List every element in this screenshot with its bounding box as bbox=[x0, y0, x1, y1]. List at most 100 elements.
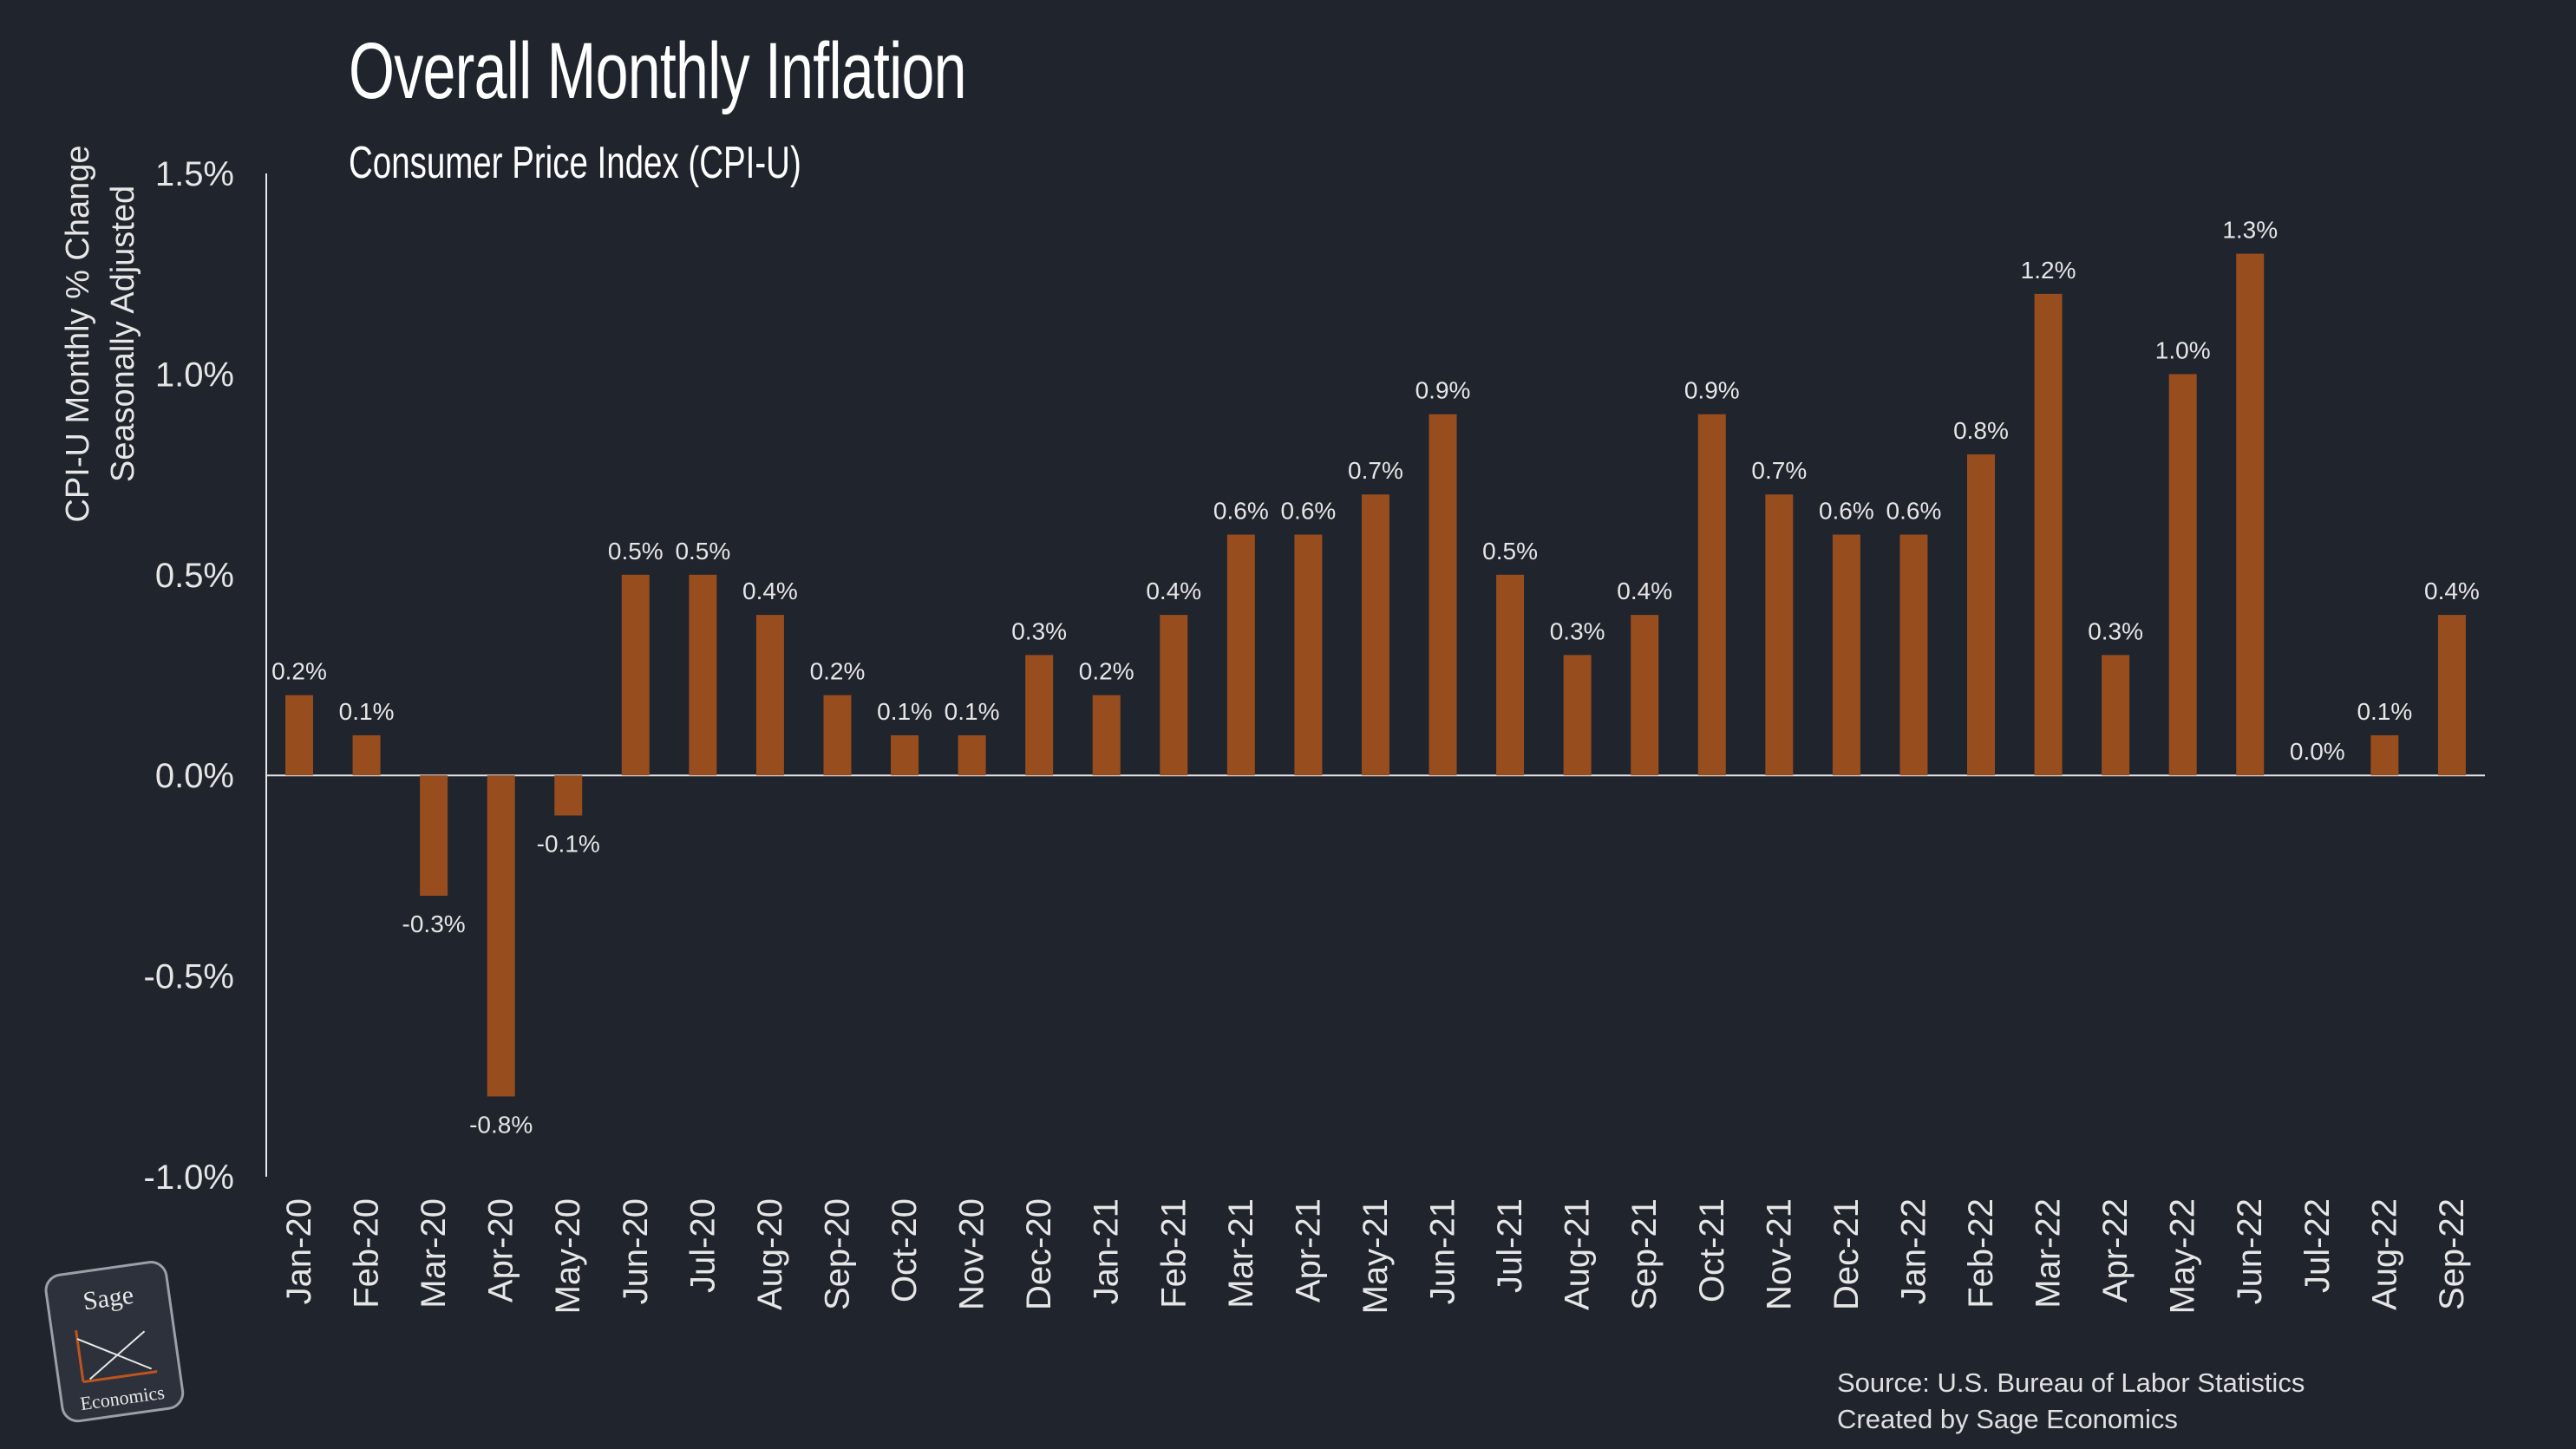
data-label: 0.2% bbox=[271, 658, 327, 685]
x-tick-label: Sep-22 bbox=[2433, 1198, 2471, 1310]
bar bbox=[1765, 494, 1794, 776]
data-label: 0.5% bbox=[675, 538, 730, 565]
data-label: 0.1% bbox=[945, 698, 1000, 725]
bar bbox=[487, 775, 515, 1097]
data-label: -0.8% bbox=[469, 1111, 533, 1138]
data-label: 0.6% bbox=[1213, 498, 1269, 525]
bar bbox=[1563, 655, 1592, 776]
y-tick-label: -1.0% bbox=[144, 1159, 235, 1197]
x-tick-label: Feb-21 bbox=[1154, 1198, 1193, 1309]
source-note: Source: U.S. Bureau of Labor Statistics … bbox=[1837, 1365, 2305, 1438]
x-tick-label: Dec-21 bbox=[1827, 1198, 1866, 1310]
x-tick-label: Aug-21 bbox=[1559, 1198, 1597, 1310]
y-tick-label: -0.5% bbox=[144, 958, 235, 996]
y-tick-label: 1.0% bbox=[155, 356, 234, 394]
data-label: 0.2% bbox=[810, 658, 866, 685]
data-label: 0.5% bbox=[1482, 538, 1538, 565]
data-label: 0.4% bbox=[1617, 578, 1672, 604]
bar bbox=[1092, 695, 1121, 776]
x-tick-label: Jul-20 bbox=[683, 1198, 722, 1293]
data-label: 0.7% bbox=[1751, 457, 1807, 484]
bar bbox=[823, 695, 852, 776]
bar bbox=[1631, 615, 1659, 776]
data-label: 0.4% bbox=[2424, 578, 2480, 604]
data-label: 1.2% bbox=[2021, 257, 2076, 284]
logo-badge bbox=[44, 1261, 185, 1423]
data-label: 0.4% bbox=[742, 578, 798, 604]
data-label: 0.3% bbox=[1550, 617, 1605, 644]
x-tick-label: Jun-20 bbox=[617, 1198, 655, 1304]
bar bbox=[1361, 494, 1389, 776]
y-tick-label: 1.5% bbox=[155, 155, 234, 193]
data-label: 0.9% bbox=[1415, 377, 1471, 404]
bar bbox=[1226, 534, 1255, 776]
logo-base-line bbox=[82, 1370, 158, 1384]
x-tick-label: Oct-20 bbox=[886, 1198, 924, 1302]
bar bbox=[621, 574, 650, 776]
x-tick-label: Oct-21 bbox=[1693, 1198, 1731, 1302]
bar bbox=[554, 775, 583, 816]
data-label: 0.9% bbox=[1684, 377, 1740, 404]
data-label: 0.3% bbox=[2088, 617, 2143, 644]
bar bbox=[2437, 615, 2466, 776]
x-tick-label: Jan-22 bbox=[1894, 1198, 1932, 1304]
x-tick-label: Jun-22 bbox=[2231, 1198, 2269, 1304]
x-tick-label: May-22 bbox=[2164, 1198, 2202, 1314]
x-tick-label: Apr-21 bbox=[1289, 1198, 1327, 1302]
data-label: 0.1% bbox=[339, 698, 395, 725]
bar bbox=[1496, 574, 1525, 776]
data-label: 0.1% bbox=[2357, 698, 2412, 725]
bar bbox=[689, 574, 717, 776]
x-tick-label: Mar-21 bbox=[1222, 1198, 1260, 1309]
bar bbox=[1429, 414, 1457, 776]
x-tick-label: Aug-20 bbox=[751, 1198, 789, 1310]
bar bbox=[958, 734, 986, 776]
x-tick-label: Nov-20 bbox=[953, 1198, 991, 1310]
x-tick-label: Aug-22 bbox=[2365, 1198, 2403, 1310]
data-label: 0.5% bbox=[608, 538, 664, 565]
bar bbox=[285, 695, 313, 776]
data-label: 0.6% bbox=[1819, 498, 1874, 525]
bar bbox=[1899, 534, 1928, 776]
x-tick-label: Feb-22 bbox=[1962, 1198, 2000, 1309]
bar bbox=[1967, 454, 1995, 776]
x-tick-label: Nov-21 bbox=[1760, 1198, 1798, 1310]
bar bbox=[891, 734, 919, 776]
sage-economics-logo: Sage Economics bbox=[44, 1261, 185, 1423]
y-tick-label: 0.5% bbox=[155, 557, 234, 595]
bar bbox=[1832, 534, 1860, 776]
data-label: 0.7% bbox=[1348, 457, 1403, 484]
data-label: -0.3% bbox=[402, 911, 466, 937]
chart-subtitle: Consumer Price Index (CPI-U) bbox=[349, 138, 801, 188]
x-tick-label: Apr-22 bbox=[2096, 1198, 2135, 1302]
x-tick-label: Jul-22 bbox=[2298, 1198, 2337, 1293]
bar bbox=[1160, 615, 1188, 776]
credit-line: Created by Sage Economics bbox=[1837, 1404, 2178, 1434]
x-tick-label: Jun-21 bbox=[1424, 1198, 1462, 1304]
data-label: 0.6% bbox=[1280, 498, 1336, 525]
x-tick-label: Feb-20 bbox=[348, 1198, 386, 1309]
x-tick-label: Dec-20 bbox=[1020, 1198, 1058, 1310]
data-label: 1.0% bbox=[2155, 336, 2211, 363]
bar bbox=[2168, 374, 2197, 776]
bar bbox=[755, 615, 784, 776]
x-tick-label: Sep-20 bbox=[818, 1198, 856, 1310]
bar bbox=[352, 734, 381, 776]
bar bbox=[2034, 293, 2063, 776]
data-label: 0.8% bbox=[1953, 417, 2009, 444]
data-label: 0.1% bbox=[877, 698, 932, 725]
x-tick-label: May-21 bbox=[1357, 1198, 1395, 1314]
x-tick-label: May-20 bbox=[549, 1198, 587, 1314]
chart-title: Overall Monthly Inflation bbox=[349, 27, 967, 115]
data-label: 0.4% bbox=[1146, 578, 1201, 604]
logo-cross-line-a bbox=[76, 1338, 153, 1370]
data-label: 0.0% bbox=[2290, 738, 2345, 765]
data-label: 0.6% bbox=[1886, 498, 1942, 525]
bar bbox=[2370, 734, 2399, 776]
bar bbox=[1697, 414, 1726, 776]
x-tick-label: Jan-21 bbox=[1088, 1198, 1126, 1304]
logo-word-sage: Sage bbox=[82, 1281, 135, 1316]
x-tick-label: Jul-21 bbox=[1491, 1198, 1529, 1293]
data-label: -0.1% bbox=[537, 830, 600, 857]
